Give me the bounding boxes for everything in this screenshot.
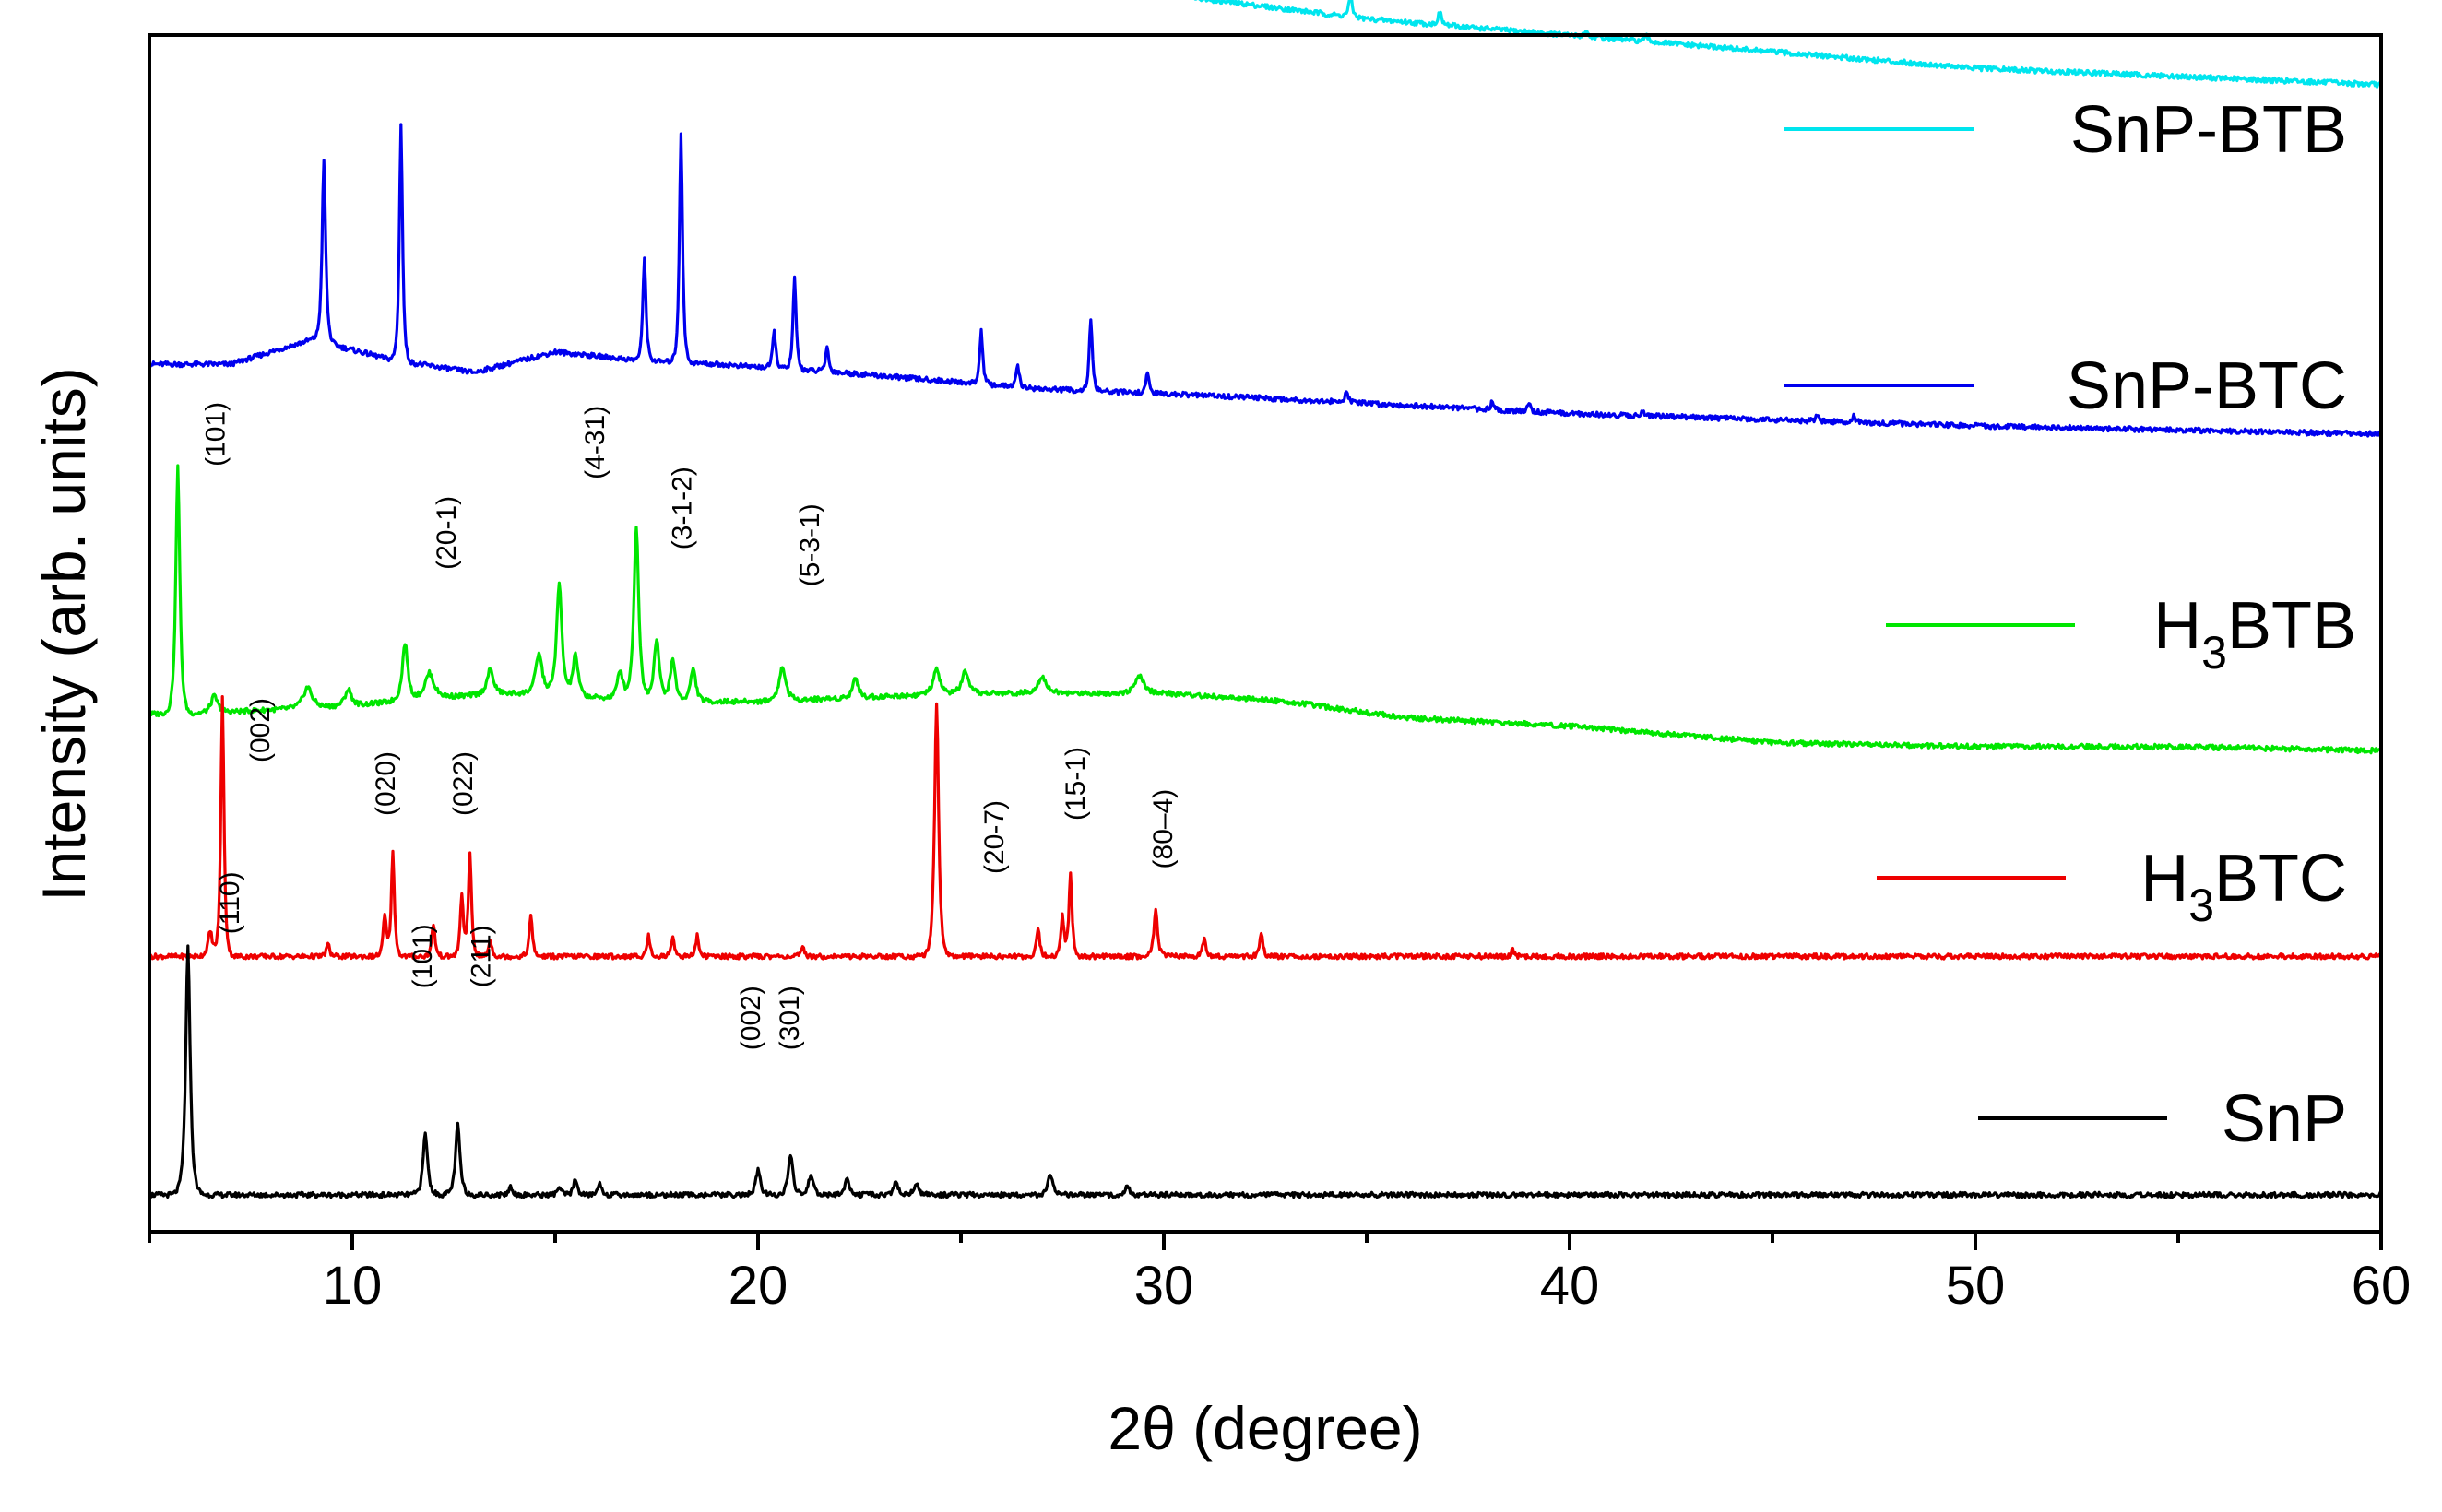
series-line-h3btb <box>148 464 2382 755</box>
peak-label-h3btb-0: (101) <box>200 402 231 467</box>
x-tick-label-30: 30 <box>1134 1256 1194 1316</box>
peak-label-snp-4: (301) <box>775 986 805 1050</box>
peak-label-h3btb-1: (20-1) <box>432 496 462 570</box>
legend-item-snp-btb: SnP-BTB <box>1784 93 2347 167</box>
legend-item-h3btc: H3BTC <box>1877 842 2347 931</box>
y-axis-label: Intensity (arb. units) <box>30 367 98 902</box>
series-line-snp-btc <box>148 123 2383 438</box>
legend-item-snp-btc: SnP-BTC <box>1784 349 2347 423</box>
peak-label-h3btc-0: (002) <box>245 698 276 762</box>
peak-label-h3btb-4: (5-3-1) <box>795 503 825 586</box>
x-tick-label-50: 50 <box>1946 1256 2006 1316</box>
plot-frame <box>148 33 2383 1234</box>
peak-label-h3btc-1: (020) <box>371 751 401 816</box>
x-tick-label-60: 60 <box>2352 1256 2412 1316</box>
legend-label-snp-btc: SnP-BTC <box>2067 349 2347 423</box>
legend: SnP-BTB SnP-BTC H3BTB H3BTC SnP <box>1784 93 2356 1156</box>
x-tick-label-10: 10 <box>323 1256 383 1316</box>
peak-label-snp-3: (002) <box>736 986 766 1050</box>
x-axis-label: 2θ (degree) <box>1108 1394 1422 1462</box>
series-layer <box>148 0 2383 1199</box>
series-line-h3btc <box>148 695 2383 961</box>
peak-label-snp-0: (110) <box>215 871 245 934</box>
legend-item-h3btb: H3BTB <box>1886 589 2356 679</box>
x-tick-label-20: 20 <box>729 1256 788 1316</box>
legend-label-h3btc: H3BTC <box>2140 842 2347 931</box>
x-tick-label-40: 40 <box>1540 1256 1600 1316</box>
legend-label-h3btb: H3BTB <box>2153 589 2356 679</box>
peak-label-snp-2: (211) <box>467 925 497 987</box>
peak-labels: (101) (20-1) (4-31) (3-1-2) (5-3-1) (002) (020… <box>200 402 1178 1050</box>
peak-label-h3btb-2: (4-31) <box>580 406 610 479</box>
series-line-snp-btb <box>1193 0 2383 89</box>
peak-label-h3btc-5: (80–4) <box>1148 789 1179 869</box>
peak-label-h3btc-3: (20-7) <box>979 800 1010 874</box>
x-axis: 10 20 30 40 50 60 <box>148 1232 2412 1316</box>
peak-label-h3btc-4: (15-1) <box>1061 747 1091 821</box>
legend-label-snp-btb: SnP-BTB <box>2070 93 2347 167</box>
legend-item-snp: SnP <box>1978 1082 2347 1156</box>
peak-label-h3btc-2: (022) <box>448 751 479 816</box>
series-line-snp <box>148 944 2382 1199</box>
legend-label-snp: SnP <box>2222 1082 2347 1156</box>
peak-label-h3btb-3: (3-1-2) <box>667 467 697 549</box>
peak-label-snp-1: (101) <box>408 924 438 988</box>
